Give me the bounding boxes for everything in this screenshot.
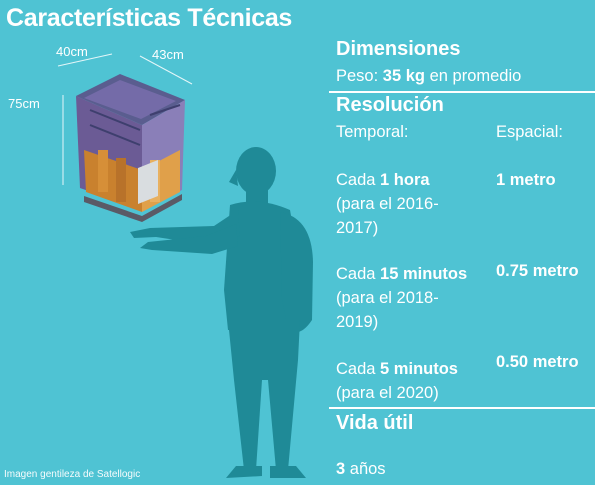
row-2-value: 15 minutos xyxy=(380,265,468,283)
row-2-period-line1: (para el 2018- xyxy=(336,289,439,307)
col-espacial-label: Espacial: xyxy=(496,123,563,141)
section-dimensiones-heading: Dimensiones xyxy=(336,38,461,60)
resolution-row-1-spatial: 1 metro xyxy=(496,171,556,189)
satellite-illustration xyxy=(76,74,185,222)
divider-1 xyxy=(329,91,595,93)
resolution-row-3-spatial: 0.50 metro xyxy=(496,353,579,371)
peso-text: Peso: 35 kg en promedio xyxy=(336,64,521,88)
resolution-row-1-temporal: Cada 1 hora (para el 2016- 2017) xyxy=(336,168,439,240)
row-1-prefix: Cada xyxy=(336,171,376,189)
resolution-row-2-temporal: Cada 15 minutos (para el 2018- 2019) xyxy=(336,262,467,334)
resolution-row-2-spatial: 0.75 metro xyxy=(496,262,579,280)
section-resolucion-heading: Resolución xyxy=(336,94,444,116)
row-1-period-line1: (para el 2016- xyxy=(336,195,439,213)
page-title: Características Técnicas xyxy=(6,4,293,32)
row-3-value: 5 minutos xyxy=(380,360,458,378)
vida-util-unit: años xyxy=(349,460,386,478)
height-dimension-label: 75cm xyxy=(8,96,40,111)
row-3-prefix: Cada xyxy=(336,360,376,378)
row-1-value: 1 hora xyxy=(380,171,430,189)
person-silhouette xyxy=(130,147,313,478)
vida-util-text: 3 años xyxy=(336,457,386,481)
row-3-period-line1: (para el 2020) xyxy=(336,384,439,402)
divider-2 xyxy=(329,407,595,409)
peso-prefix: Peso: xyxy=(336,67,379,85)
section-vida-util-heading: Vida útil xyxy=(336,412,414,434)
row-2-period-line2: 2019) xyxy=(336,313,379,331)
row-2-prefix: Cada xyxy=(336,265,376,283)
peso-suffix: en promedio xyxy=(429,67,522,85)
row-1-period-line2: 2017) xyxy=(336,219,379,237)
image-credit: Imagen gentileza de Satellogic xyxy=(4,469,141,480)
depth-dimension-label: 43cm xyxy=(152,47,184,62)
col-temporal-label: Temporal: xyxy=(336,123,409,141)
resolution-row-3-temporal: Cada 5 minutos (para el 2020) xyxy=(336,357,458,405)
width-dimension-label: 40cm xyxy=(56,44,88,59)
vida-util-value: 3 xyxy=(336,460,346,478)
peso-value: 35 kg xyxy=(382,67,425,85)
